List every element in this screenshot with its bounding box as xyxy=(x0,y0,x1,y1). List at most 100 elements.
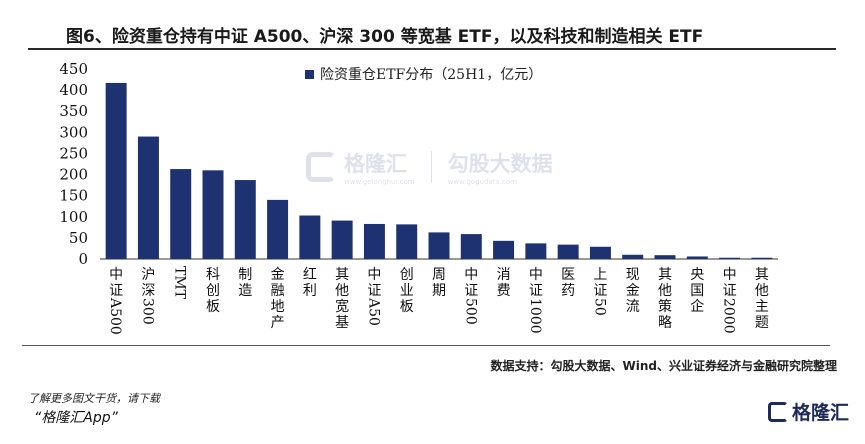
x-tick-label: 科创板 xyxy=(206,267,220,315)
watermark-separator xyxy=(430,151,432,183)
x-tick-label-part: 500 xyxy=(462,298,478,325)
x-tick-label-part: 题 xyxy=(755,315,769,331)
x-tick-label-part: 主 xyxy=(755,299,769,315)
watermark-partner-url: www.gogudata.com xyxy=(447,178,517,186)
x-tick-label-part: 证 xyxy=(464,283,478,299)
bar xyxy=(686,256,708,259)
bar xyxy=(202,170,224,259)
footer-logo[interactable]: 格隆汇 xyxy=(768,398,849,425)
x-tick-label-part: 中 xyxy=(367,267,381,283)
x-tick-label: 制造 xyxy=(238,267,252,299)
x-tick-label-part: 其 xyxy=(335,267,349,283)
x-tick-label-part: 中 xyxy=(529,267,543,283)
x-tick-label: 现金流 xyxy=(626,267,640,315)
y-tick-label: 250 xyxy=(59,144,88,162)
y-tick-label: 0 xyxy=(78,250,88,268)
x-tick-label-part: 业 xyxy=(400,283,414,299)
x-tick-label-part: 证 xyxy=(529,283,543,299)
x-tick-label-part: 期 xyxy=(432,283,446,299)
x-tick-label-part: 中 xyxy=(723,267,737,283)
x-tick-label: 周期 xyxy=(432,267,446,299)
x-tick-label-part: 略 xyxy=(658,315,672,331)
x-tick-label-part: 利 xyxy=(303,283,317,299)
x-tick-label-part: 制 xyxy=(238,267,252,283)
footer-app-name: “格隆汇App” xyxy=(34,410,118,426)
x-tick-label: 红利 xyxy=(303,267,317,299)
x-tick-label-part: 费 xyxy=(497,283,511,299)
y-tick-label: 100 xyxy=(59,208,88,226)
bar xyxy=(460,234,482,259)
bar xyxy=(299,215,321,259)
x-tick-label-part: 造 xyxy=(238,283,252,299)
x-tick-label-part: 医 xyxy=(561,267,575,283)
bar xyxy=(428,232,450,259)
bar xyxy=(396,224,418,259)
bar xyxy=(589,246,611,259)
watermark-partner: 勾股大数据 xyxy=(447,152,553,176)
x-tick-label-part: 证 xyxy=(109,283,123,299)
x-tick-label-part: 科 xyxy=(206,267,220,283)
x-tick-label-part: 红 xyxy=(303,267,317,283)
x-tick-label-part: 2000 xyxy=(721,298,737,334)
x-tick-label-part: 中 xyxy=(109,267,123,283)
legend-swatch xyxy=(305,70,314,79)
bar xyxy=(170,169,192,259)
bar xyxy=(622,254,644,259)
x-tick-label-part: 50 xyxy=(591,298,607,316)
bar xyxy=(267,199,289,259)
x-tick-label-part: 深 xyxy=(141,283,155,299)
x-tick-label-part: 他 xyxy=(335,283,349,299)
x-tick-label-part: 创 xyxy=(400,267,414,283)
x-tick-label-part: 消 xyxy=(497,267,511,283)
x-tick-label-part: 周 xyxy=(432,267,446,283)
gelonghui-logo-icon xyxy=(768,401,788,422)
x-tick-label-part: 沪 xyxy=(141,267,155,283)
x-tick-label: 创业板 xyxy=(400,267,414,315)
watermark: 格隆汇 www.gelonghui.com 勾股大数据 www.gogudata… xyxy=(306,148,553,186)
x-tick-label-part: 金 xyxy=(271,267,285,283)
x-tick-label: 央国企 xyxy=(690,267,704,315)
bar-chart: 0 50 100 150 200 250 300 350 400 450 险资重仓ETF分布（25H… xyxy=(59,60,778,335)
bar xyxy=(719,257,741,259)
x-tick-label-part: 其 xyxy=(755,267,769,283)
y-tick-label: 350 xyxy=(59,102,88,120)
y-tick-label: 50 xyxy=(69,229,88,247)
bar xyxy=(493,240,515,259)
x-tick-label-part: 其 xyxy=(658,267,672,283)
y-tick-label: 200 xyxy=(59,166,88,184)
x-tick-label-part: 国 xyxy=(690,283,704,299)
bar xyxy=(557,244,579,259)
gelonghui-watermark-icon xyxy=(306,152,336,182)
bar xyxy=(137,136,159,259)
x-tick-label-part: A500 xyxy=(107,297,123,335)
x-tick-label-part: 证 xyxy=(593,283,607,299)
x-tick-label-part: 产 xyxy=(271,315,285,331)
bar xyxy=(234,180,256,259)
watermark-brand-url: www.gelonghui.com xyxy=(344,178,415,186)
x-tick-label-part: 板 xyxy=(400,299,414,315)
x-tick-label-part: A50 xyxy=(365,297,381,326)
x-tick-label-part: 创 xyxy=(206,283,220,299)
x-tick-label-part: 1000 xyxy=(527,298,543,334)
source-note: 数据支持：勾股大数据、Wind、兴业证券经济与金融研究院整理 xyxy=(490,359,838,373)
x-tick-label-part: 金 xyxy=(626,283,640,299)
x-tick-label-part: 基 xyxy=(335,314,349,331)
y-tick-label: 300 xyxy=(59,123,88,141)
footer-download-hint: 了解更多图文干货，请下载 xyxy=(28,392,160,405)
bar xyxy=(751,257,773,259)
bar xyxy=(525,243,547,259)
y-tick-label: 150 xyxy=(59,187,88,205)
y-tick-label: 450 xyxy=(59,60,88,78)
bottom-rule xyxy=(22,345,830,346)
x-tick-label: 医药 xyxy=(561,267,575,299)
x-tick-label-part: 流 xyxy=(626,299,640,315)
chart-title: 图6、险资重仓持有中证 A500、沪深 300 等宽基 ETF，以及科技和制造相… xyxy=(60,22,710,47)
